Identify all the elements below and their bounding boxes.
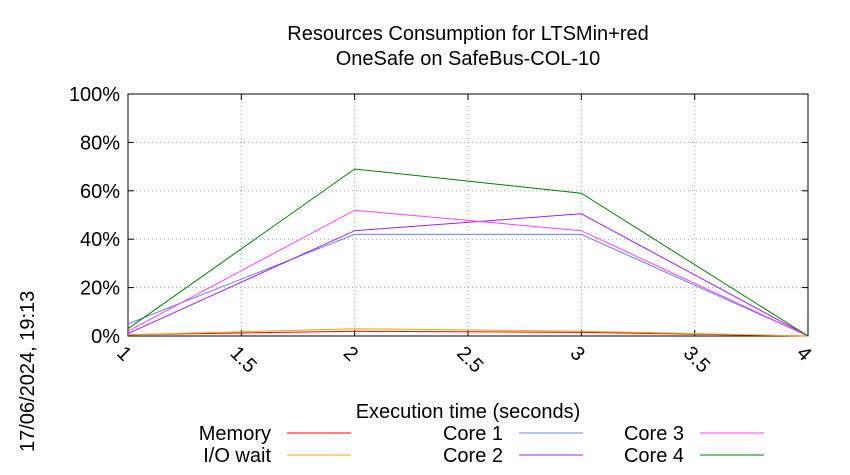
y-tick-label: 100% <box>69 84 120 106</box>
legend-label: I/O wait <box>203 445 271 467</box>
x-tick-label: 4 <box>792 342 815 365</box>
series-line-i-o-wait <box>127 328 809 337</box>
chart-title-line-1: Resources Consumption for LTSMin+red <box>287 23 648 45</box>
timestamp-label: 17/06/2024, 19:13 <box>17 291 39 452</box>
y-tick-label: 60% <box>80 181 120 203</box>
series-line-memory <box>127 330 809 337</box>
y-axis: 0% 20% 40% 60% 80% 100% <box>69 84 808 348</box>
y-tick-label: 40% <box>80 229 120 251</box>
legend-label: Core 1 <box>443 423 503 445</box>
chart-title-line-2: OneSafe on SafeBus-COL-10 <box>336 48 601 70</box>
series-line-core-3 <box>127 209 809 337</box>
series-line-core-1 <box>127 233 809 337</box>
legend-label: Core 3 <box>624 423 684 445</box>
y-tick-label: 0% <box>91 326 120 348</box>
x-axis-title: Execution time (seconds) <box>356 401 581 423</box>
series-lines <box>127 168 809 337</box>
x-tick-label: 3.5 <box>679 342 714 377</box>
series-line-core-4 <box>127 168 809 337</box>
grid-lines <box>128 94 808 336</box>
x-tick-label: 2 <box>339 342 362 365</box>
x-tick-label: 2.5 <box>452 342 487 377</box>
legend-label: Core 4 <box>624 445 684 467</box>
legend-label: Core 2 <box>443 445 503 467</box>
y-tick-label: 20% <box>80 278 120 300</box>
series-line-core-2 <box>127 213 809 337</box>
y-tick-label: 80% <box>80 132 120 154</box>
x-tick-label: 3 <box>566 342 589 365</box>
legend-label: Memory <box>199 423 271 445</box>
x-tick-label: 1.5 <box>226 342 261 377</box>
